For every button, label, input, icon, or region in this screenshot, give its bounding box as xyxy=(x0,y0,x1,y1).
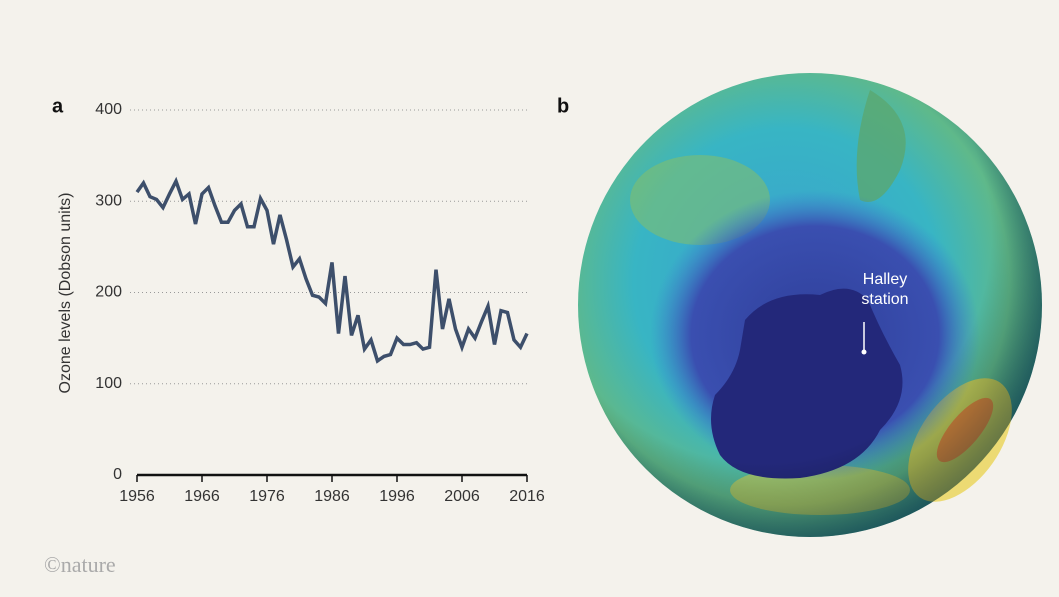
y-tick-label: 300 xyxy=(95,192,122,209)
globe xyxy=(578,73,1042,537)
x-tick-label: 1976 xyxy=(249,488,285,505)
y-tick-label: 100 xyxy=(95,375,122,392)
x-tick-label: 2006 xyxy=(444,488,480,505)
x-tick-label: 1986 xyxy=(314,488,350,505)
panel-label: b xyxy=(557,95,569,117)
y-tick-label: 0 xyxy=(113,466,122,483)
y-tick-label: 400 xyxy=(95,101,122,118)
y-axis-label: Ozone levels (Dobson units) xyxy=(57,193,74,394)
x-tick-label: 1966 xyxy=(184,488,220,505)
x-tick-label: 1956 xyxy=(119,488,155,505)
data-line xyxy=(137,181,527,361)
y-tick-label: 200 xyxy=(95,284,122,301)
credit: ©nature xyxy=(44,552,116,578)
page: a b Ozone levels (Dobson units) 0 100 200 3… xyxy=(0,0,1059,597)
annotation: Halley station xyxy=(845,270,925,310)
x-tick-label: 1996 xyxy=(379,488,415,505)
x-tick-label: 2016 xyxy=(509,488,545,505)
panel-label: a xyxy=(52,95,64,117)
